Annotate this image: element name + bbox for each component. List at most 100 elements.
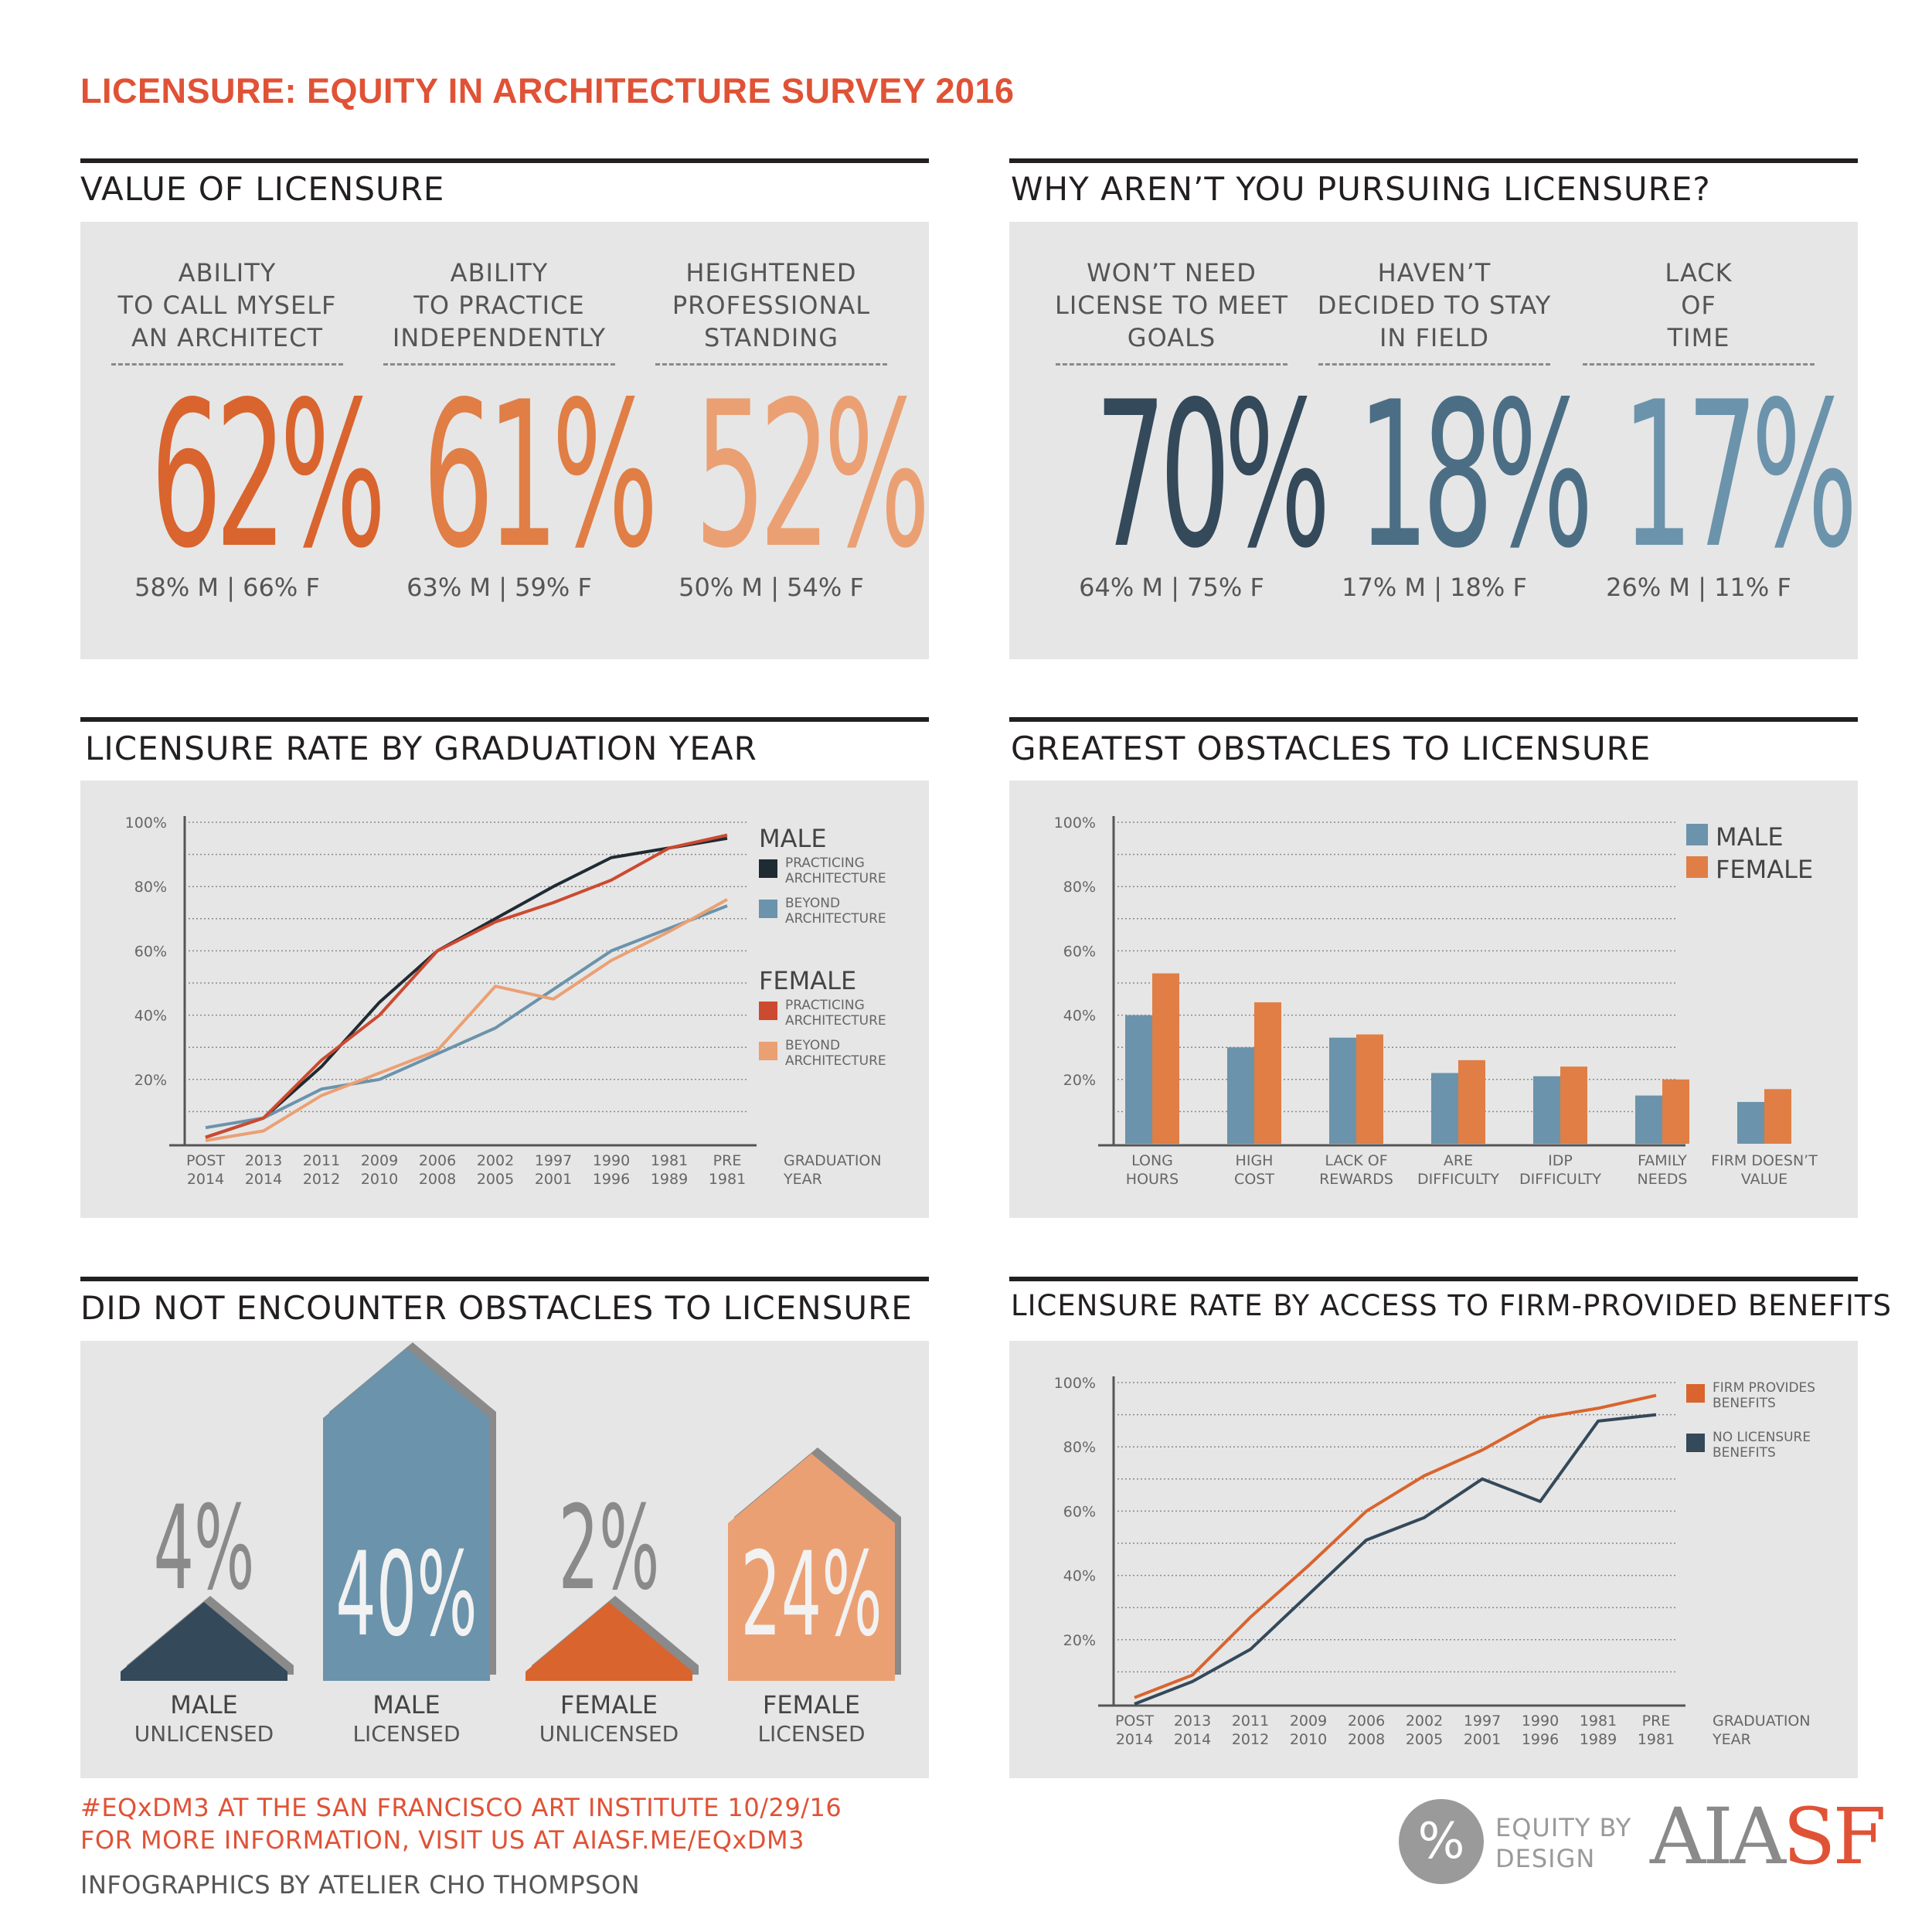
x-tick-label: 1989 — [651, 1171, 688, 1188]
bar — [1125, 1015, 1152, 1144]
stat-value: 61% — [422, 359, 658, 593]
x-tick-label: LONG — [1131, 1152, 1173, 1169]
x-tick-label: 1990 — [1522, 1713, 1559, 1730]
stat-label: INDEPENDENTLY — [392, 323, 607, 352]
section-rule — [80, 717, 929, 722]
x-tick-label: 2012 — [1232, 1731, 1269, 1748]
x-tick-label: 2013 — [245, 1152, 282, 1169]
why-panel: WON’T NEED LICENSE TO MEET GOALS 70% 64%… — [1009, 222, 1858, 659]
bar — [1431, 1073, 1458, 1144]
value-stat: HEIGHTENED PROFESSIONAL STANDING 52% 50%… — [648, 257, 930, 602]
stat-label: TO PRACTICE — [413, 291, 585, 320]
section-rule — [1009, 717, 1858, 722]
category-label: UNLICENSED — [134, 1721, 274, 1747]
aiasf-logo-aia: AIA — [1650, 1791, 1786, 1882]
x-tick-label: 1981 — [709, 1171, 746, 1188]
legend-label: BEYOND — [785, 896, 840, 911]
obstacles-panel: 100% 80% 60% 40% 20% LONG HOURS HIGH COST LACK OF… — [1009, 781, 1858, 1218]
benefits-chart: 100%80%60%40%20%POST20142013201420112012… — [1054, 1375, 1815, 1748]
x-tick-label: 1996 — [1522, 1731, 1559, 1748]
footer-link[interactable]: FOR MORE INFORMATION, VISIT US AT AIASF.… — [80, 1825, 804, 1855]
divider — [655, 363, 887, 366]
y-tick-label: 40% — [134, 1008, 167, 1025]
legend-label: BENEFITS — [1713, 1396, 1776, 1411]
value-label: 2% — [559, 1481, 660, 1616]
stat-label: TIME — [1667, 323, 1730, 352]
benefits-panel: 100% 80% 60% 40% 20% POST 2014 2013 2014 2011 2012… — [1009, 1341, 1858, 1778]
category-label: UNLICENSED — [539, 1721, 679, 1747]
divider — [111, 363, 343, 366]
legend-swatch — [759, 1042, 777, 1060]
x-tick-label: FIRM DOESN’T — [1711, 1152, 1818, 1169]
x-tick-label: VALUE — [1741, 1171, 1787, 1188]
legend-swatch — [759, 900, 777, 918]
category-label: LICENSED — [757, 1721, 865, 1747]
series-line — [205, 836, 728, 1139]
divider — [1583, 363, 1815, 366]
x-tick-label: POST — [1115, 1713, 1154, 1730]
x-tick-label: 1997 — [1464, 1713, 1501, 1730]
x-tick-label: REWARDS — [1319, 1171, 1393, 1188]
stat-split: 50% M | 54% F — [679, 573, 864, 602]
stat-split: 26% M | 11% F — [1606, 573, 1791, 602]
section-title-value: VALUE OF LICENSURE — [80, 170, 445, 208]
no-obstacles-chart: 4%MALEUNLICENSED40%MALELICENSED2%FEMALEU… — [121, 1342, 901, 1747]
equity-by-design-logo-icon: % — [1399, 1799, 1484, 1884]
value-label: 24% — [740, 1527, 882, 1662]
x-tick-label: 1981 — [1580, 1713, 1617, 1730]
y-tick-label: 40% — [1063, 1568, 1096, 1585]
stat-label: DECIDED TO STAY — [1317, 291, 1552, 320]
legend-label: MALE — [1716, 822, 1784, 852]
x-axis-label: GRADUATION — [1713, 1713, 1811, 1730]
stat-label: GOALS — [1127, 323, 1216, 352]
bar — [1254, 1002, 1281, 1144]
x-tick-label: 2010 — [1290, 1731, 1327, 1748]
x-tick-label: 2014 — [187, 1171, 224, 1188]
section-title-no-obstacles: DID NOT ENCOUNTER OBSTACLES TO LICENSURE — [80, 1289, 913, 1327]
x-tick-label: 2005 — [1406, 1731, 1443, 1748]
x-tick-label: 1989 — [1580, 1731, 1617, 1748]
y-tick-label: 100% — [125, 815, 167, 832]
legend-swatch — [1686, 1384, 1705, 1403]
y-tick-label: 100% — [1054, 1375, 1096, 1392]
legend-label: PRACTICING — [785, 855, 865, 871]
logo-text: EQUITY BY — [1495, 1813, 1632, 1842]
legend-label: ARCHITECTURE — [785, 871, 886, 886]
y-tick-label: 20% — [1063, 1632, 1096, 1649]
category-label: FEMALE — [763, 1690, 860, 1719]
stat-label: STANDING — [703, 323, 838, 352]
stat-label: LACK — [1665, 258, 1733, 287]
x-tick-label: 2001 — [1464, 1731, 1501, 1748]
bar — [1737, 1101, 1764, 1144]
stat-split: 63% M | 59% F — [406, 573, 592, 602]
legend-label: ARCHITECTURE — [785, 1013, 886, 1029]
x-tick-label: 1981 — [651, 1152, 688, 1169]
series-line — [1134, 1413, 1657, 1706]
legend-swatch — [759, 1002, 777, 1020]
footer-credit: INFOGRAPHICS BY ATELIER CHO THOMPSON — [80, 1870, 641, 1900]
y-tick-label: 40% — [1063, 1008, 1096, 1025]
x-tick-label: 2011 — [303, 1152, 340, 1169]
stat-label: ABILITY — [178, 258, 277, 287]
x-axis-label: YEAR — [783, 1171, 822, 1188]
no-obstacles-panel: 4% MALE UNLICENSED 40% MALE LICENSED 2% FEMALE U… — [80, 1341, 929, 1778]
stat-value: 17% — [1621, 359, 1858, 593]
house-bar — [121, 1602, 287, 1681]
stat-label: ABILITY — [450, 258, 549, 287]
legend-swatch — [1686, 824, 1708, 845]
legend-label: PRACTICING — [785, 998, 865, 1013]
category-label: LICENSED — [352, 1721, 460, 1747]
stat-value: 62% — [150, 359, 386, 593]
x-tick-label: 1981 — [1638, 1731, 1675, 1748]
stat-split: 17% M | 18% F — [1342, 573, 1527, 602]
house-bar — [728, 1454, 895, 1681]
legend-swatch — [1686, 856, 1708, 878]
x-tick-label: 2009 — [1290, 1713, 1327, 1730]
x-tick-label: DIFFICULTY — [1519, 1171, 1601, 1188]
value-stat: ABILITY TO CALL MYSELF AN ARCHITECT 62% … — [104, 257, 386, 602]
x-tick-label: 1996 — [593, 1171, 630, 1188]
why-stat: LACK OF TIME 17% 26% M | 11% F — [1575, 257, 1858, 602]
rate-by-year-chart: 100% 80% 60% 40% 20% POST 2014 2013 2014 2011 2012… — [125, 815, 886, 1188]
x-tick-label: 2006 — [419, 1152, 456, 1169]
page-title: LICENSURE: EQUITY IN ARCHITECTURE SURVEY… — [80, 71, 1015, 111]
